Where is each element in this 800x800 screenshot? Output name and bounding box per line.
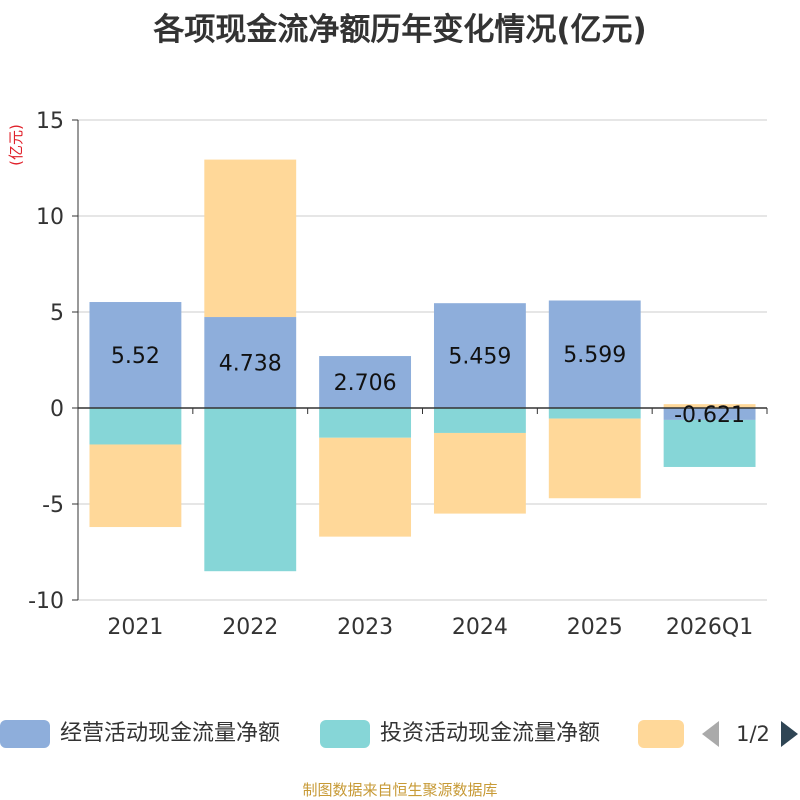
bar-1-2024 [433, 303, 526, 408]
legend-page-indicator: 1/2 [736, 722, 770, 746]
bar-2-2024 [433, 408, 526, 433]
y-tick-label: 0 [50, 397, 64, 422]
data-label: 4.738 [219, 352, 282, 377]
chart-title: 各项现金流净额历年变化情况(亿元) [153, 12, 647, 48]
x-tick-label: 2021 [107, 615, 163, 640]
data-label: 2.706 [334, 371, 397, 396]
y-tick-label: 15 [36, 109, 64, 134]
bar-1-2026Q1 [663, 408, 756, 420]
legend-swatch-financing [638, 720, 684, 748]
bar-1-2025 [548, 300, 641, 408]
y-tick-label: -10 [28, 589, 64, 614]
y-tick-label: 10 [36, 205, 64, 230]
data-label: 5.599 [563, 343, 626, 368]
bar-2-2022 [204, 408, 297, 572]
bar-2-2026Q1 [663, 419, 756, 467]
legend-swatch-operating [0, 720, 50, 748]
x-tick-label: 2022 [222, 615, 278, 640]
bar-1-2021 [89, 302, 182, 408]
x-tick-label: 2026Q1 [666, 615, 753, 640]
legend-pager: 1/2 [700, 718, 800, 750]
x-tick-label: 2024 [452, 615, 508, 640]
data-label: -0.621 [674, 403, 745, 428]
legend-swatch-investing [320, 720, 370, 748]
bar-2-2021 [89, 408, 182, 445]
bar-3-2022 [204, 159, 297, 318]
source-note: 制图数据来自恒生聚源数据库 [302, 781, 498, 799]
x-tick-label: 2023 [337, 615, 393, 640]
bar-1-2022 [204, 317, 297, 408]
legend: 经营活动现金流量净额 投资活动现金流量净额 [0, 715, 800, 751]
y-tick-label: 5 [50, 301, 64, 326]
bar-1-2023 [319, 356, 412, 408]
bar-3-2023 [319, 437, 412, 537]
legend-prev-page-icon[interactable] [702, 721, 719, 747]
bar-3-2024 [433, 432, 526, 514]
y-tick-label: -5 [42, 493, 64, 518]
legend-label-operating: 经营活动现金流量净额 [60, 721, 281, 746]
legend-next-page-icon[interactable] [781, 721, 798, 747]
legend-label-investing: 投资活动现金流量净额 [380, 721, 601, 746]
bar-3-2021 [89, 444, 182, 528]
bar-3-2025 [548, 418, 641, 499]
bar-2-2023 [319, 408, 412, 438]
data-label: 5.459 [448, 345, 511, 370]
data-label: 5.52 [111, 344, 160, 369]
bar-3-2026Q1 [663, 404, 756, 408]
bar-2-2025 [548, 408, 641, 419]
x-tick-label: 2025 [567, 615, 623, 640]
